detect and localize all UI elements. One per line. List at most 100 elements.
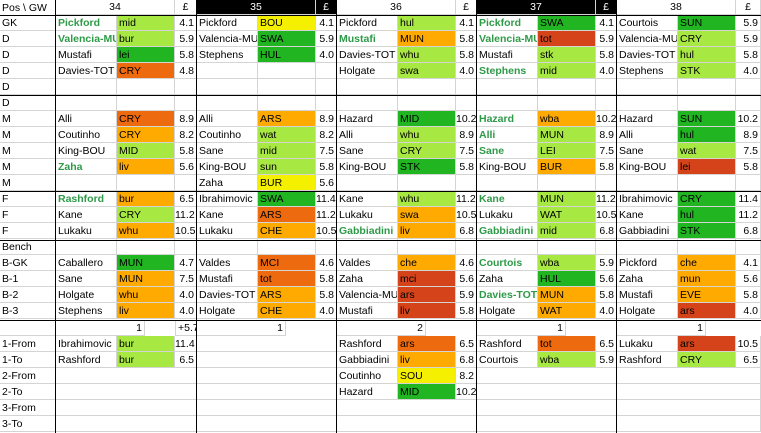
- fixture-cell[interactable]: CRY: [678, 31, 736, 47]
- player-name[interactable]: King-BOU: [617, 159, 678, 175]
- player-name[interactable]: Sane: [617, 143, 678, 159]
- player-name[interactable]: Pickford: [477, 15, 538, 31]
- fixture-cell[interactable]: HUL: [258, 47, 316, 63]
- player-name[interactable]: Gabbiadini: [617, 223, 678, 239]
- empty-cell[interactable]: [398, 79, 456, 95]
- pos-label[interactable]: M: [0, 127, 56, 143]
- empty-cell[interactable]: [56, 416, 197, 432]
- player-price[interactable]: 8.9: [596, 127, 617, 143]
- player-price[interactable]: 6.8: [596, 223, 617, 239]
- empty-cell[interactable]: [736, 95, 761, 111]
- pos-label[interactable]: F: [0, 223, 56, 239]
- player-name[interactable]: Alli: [56, 111, 117, 127]
- transfer-player[interactable]: Rashford: [337, 336, 398, 352]
- fixture-cell[interactable]: HUL: [538, 271, 596, 287]
- fixture-cell[interactable]: MID: [117, 143, 175, 159]
- player-price[interactable]: 4.1: [456, 15, 477, 31]
- fixture-cell[interactable]: mid: [117, 15, 175, 31]
- player-price[interactable]: 4.1: [596, 15, 617, 31]
- pos-label[interactable]: M: [0, 159, 56, 175]
- player-name[interactable]: Sane: [337, 143, 398, 159]
- transfer-count[interactable]: 1: [617, 320, 706, 336]
- player-name[interactable]: Davies-TOT: [56, 63, 117, 79]
- player-name[interactable]: Gabbiadini: [337, 223, 398, 239]
- player-price[interactable]: 5.8: [736, 47, 761, 63]
- gw-header-35[interactable]: 35: [197, 0, 316, 15]
- player-name[interactable]: Mustafi: [337, 303, 398, 319]
- player-name[interactable]: Mustafi: [337, 31, 398, 47]
- player-name[interactable]: Stephens: [617, 63, 678, 79]
- empty-cell[interactable]: [316, 79, 337, 95]
- player-name[interactable]: Coutinho: [197, 127, 258, 143]
- pos-label[interactable]: 2-To: [0, 384, 56, 400]
- empty-cell[interactable]: [197, 239, 258, 255]
- player-name[interactable]: Caballero: [56, 255, 117, 271]
- empty-cell[interactable]: [258, 63, 316, 79]
- empty-cell[interactable]: [538, 175, 596, 191]
- fixture-cell[interactable]: tot: [538, 31, 596, 47]
- player-price[interactable]: 5.8: [175, 143, 197, 159]
- empty-cell[interactable]: [316, 239, 337, 255]
- fixture-cell[interactable]: che: [678, 255, 736, 271]
- player-name[interactable]: Zaha: [337, 271, 398, 287]
- transfer-player[interactable]: Courtois: [477, 352, 538, 368]
- fixture-cell[interactable]: wba: [538, 111, 596, 127]
- empty-cell[interactable]: [197, 368, 337, 384]
- transfer-count[interactable]: 1: [197, 320, 286, 336]
- empty-cell[interactable]: [197, 400, 337, 416]
- player-name[interactable]: Stephens: [197, 47, 258, 63]
- player-price[interactable]: 5.8: [736, 287, 761, 303]
- player-price[interactable]: 10.5: [456, 207, 477, 223]
- player-price[interactable]: 6.8: [456, 223, 477, 239]
- player-price[interactable]: 5.8: [316, 287, 337, 303]
- player-name[interactable]: Alli: [337, 127, 398, 143]
- fixture-cell[interactable]: hul: [678, 127, 736, 143]
- player-name[interactable]: Zaha: [617, 271, 678, 287]
- pos-label[interactable]: 3-From: [0, 400, 56, 416]
- player-name[interactable]: King-BOU: [56, 143, 117, 159]
- player-price[interactable]: 11.2: [736, 207, 761, 223]
- player-price[interactable]: 11.4: [316, 191, 337, 207]
- player-price[interactable]: 5.9: [456, 287, 477, 303]
- player-price[interactable]: 5.6: [736, 271, 761, 287]
- player-price[interactable]: 4.0: [316, 47, 337, 63]
- player-name[interactable]: Valdes: [337, 255, 398, 271]
- transfer-price[interactable]: 6.8: [456, 352, 477, 368]
- fixture-cell[interactable]: ars: [398, 287, 456, 303]
- player-name[interactable]: Mustafi: [617, 287, 678, 303]
- empty-cell[interactable]: [398, 239, 456, 255]
- player-name[interactable]: Lukaku: [337, 207, 398, 223]
- empty-cell[interactable]: [197, 416, 337, 432]
- empty-cell[interactable]: [596, 79, 617, 95]
- empty-cell[interactable]: [617, 95, 678, 111]
- player-price[interactable]: 10.5: [316, 223, 337, 239]
- fixture-cell[interactable]: whu: [398, 127, 456, 143]
- empty-cell[interactable]: [258, 79, 316, 95]
- player-price[interactable]: 4.0: [736, 63, 761, 79]
- player-price[interactable]: 5.8: [456, 303, 477, 319]
- fixture-cell[interactable]: tot: [258, 271, 316, 287]
- player-name[interactable]: Valdes: [197, 255, 258, 271]
- transfer-player[interactable]: Coutinho: [337, 368, 398, 384]
- empty-cell[interactable]: [337, 79, 398, 95]
- fixture-cell[interactable]: mci: [398, 271, 456, 287]
- fixture-cell[interactable]: lei: [678, 159, 736, 175]
- fixture-cell[interactable]: hul: [398, 15, 456, 31]
- fixture-cell[interactable]: ARS: [258, 111, 316, 127]
- fixture-cell[interactable]: BUR: [538, 159, 596, 175]
- empty-cell[interactable]: [337, 416, 477, 432]
- price-header-34[interactable]: £: [175, 0, 197, 15]
- player-price[interactable]: 10.5: [596, 207, 617, 223]
- fixture-cell[interactable]: liv: [398, 223, 456, 239]
- player-name[interactable]: Sane: [197, 143, 258, 159]
- player-name[interactable]: Mustafi: [197, 271, 258, 287]
- empty-cell[interactable]: [538, 79, 596, 95]
- fixture-cell[interactable]: wat: [258, 127, 316, 143]
- player-name[interactable]: Valencia-MU: [197, 31, 258, 47]
- fixture-cell[interactable]: che: [398, 255, 456, 271]
- player-name[interactable]: Pickford: [56, 15, 117, 31]
- fixture-cell[interactable]: ARS: [258, 207, 316, 223]
- player-name[interactable]: Valencia-MU: [56, 31, 117, 47]
- empty-cell[interactable]: [117, 175, 175, 191]
- empty-cell[interactable]: [337, 400, 477, 416]
